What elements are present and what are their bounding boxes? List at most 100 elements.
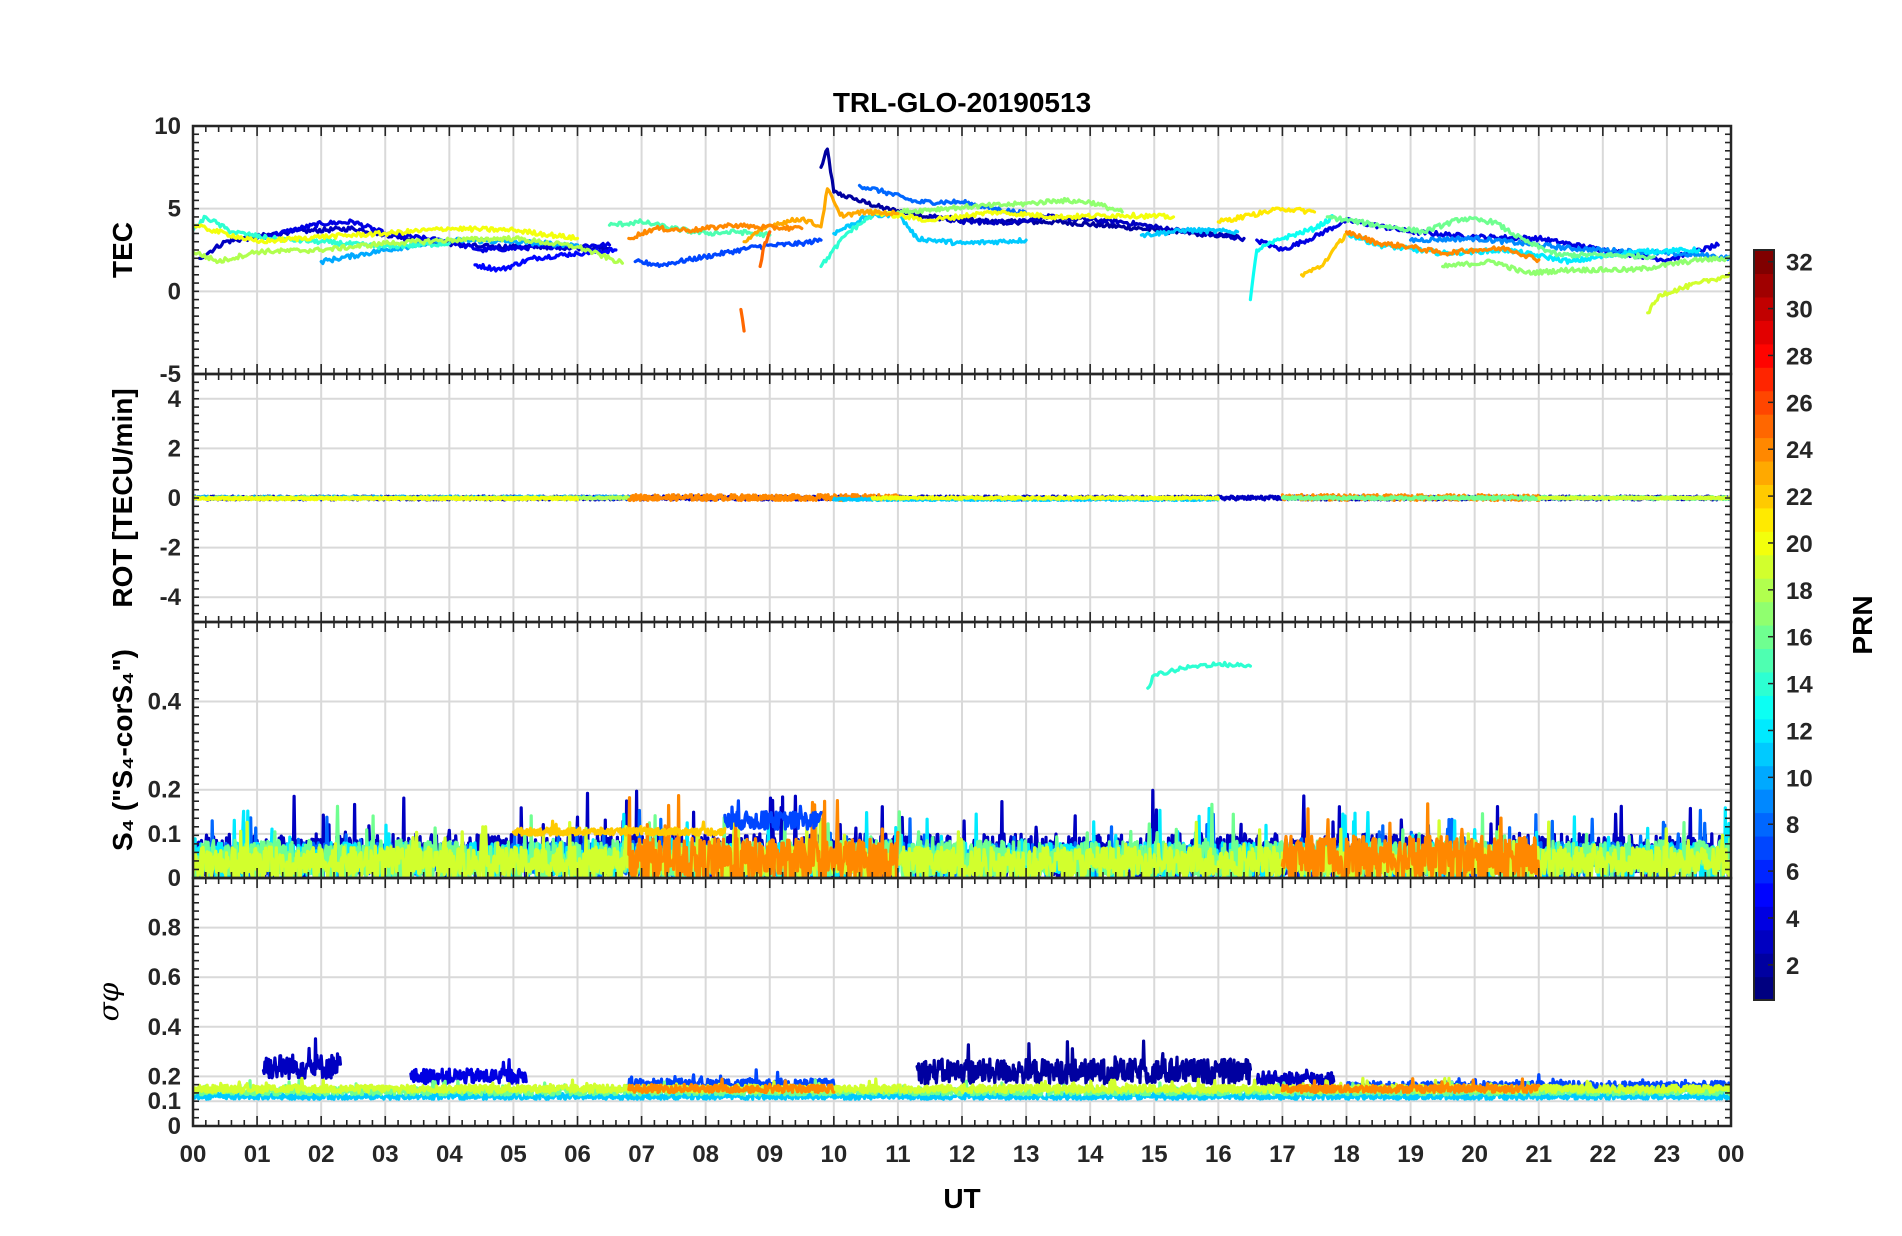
panel-tec: -5 0 5 10 TEC: [107, 113, 1733, 388]
x-tick-label: 00: [1718, 1141, 1745, 1168]
prn-14-trace: [819, 213, 874, 269]
colorbar-cell: [1754, 695, 1774, 720]
y-tick-label: 0.2: [148, 777, 181, 804]
colorbar-cell: [1754, 578, 1774, 603]
x-tick-label: 01: [244, 1141, 271, 1168]
x-tick-label: 22: [1589, 1141, 1616, 1168]
colorbar-cell: [1754, 718, 1774, 743]
prn-24-trace: [1280, 802, 1541, 878]
x-tick-label: 17: [1269, 1141, 1296, 1168]
y-tick-label: 0.2: [148, 1063, 181, 1090]
prn-24-trace: [627, 222, 804, 241]
y-tick-label: -4: [160, 584, 182, 611]
colorbar-cell: [1754, 648, 1774, 673]
y-tick-label: -5: [160, 361, 181, 388]
x-tick-label: 06: [564, 1141, 591, 1168]
y-tick-label: 0: [168, 865, 181, 892]
y-tick-label: 0: [168, 278, 181, 305]
colorbar-cell: [1754, 296, 1774, 321]
colorbar-tick-label: 4: [1786, 906, 1800, 933]
prn-7-trace: [633, 237, 823, 269]
colorbar-cell: [1754, 742, 1774, 767]
prn-24-trace: [1280, 1077, 1541, 1095]
colorbar-frame: [1753, 249, 1775, 1001]
prn-4-trace: [409, 1058, 528, 1086]
prn-24-trace: [627, 1077, 836, 1095]
prn-7-trace: [723, 799, 823, 831]
prn-7-trace: [1344, 1073, 1731, 1093]
y-tick-label: -2: [160, 535, 181, 562]
x-axis-label: UT: [943, 1183, 980, 1214]
chart-title: TRL-GLO-20190513: [833, 87, 1091, 118]
x-tick-label: 02: [308, 1141, 335, 1168]
y-axis-label-tec: TEC: [107, 222, 138, 278]
y-tick-label: 0: [168, 1113, 181, 1140]
prn-17-trace: [1441, 255, 1731, 277]
prn-16-trace: [1325, 214, 1656, 261]
prn-20-trace: [193, 495, 580, 502]
x-tick-label: 07: [628, 1141, 655, 1168]
prn-24-trace: [627, 493, 900, 503]
x-tick-label: 03: [372, 1141, 399, 1168]
prn-3-trace: [1255, 1068, 1336, 1088]
y-tick-label: 0.6: [148, 964, 181, 991]
colorbar-cell: [1754, 625, 1774, 650]
prn-24-trace: [627, 794, 900, 878]
colorbar-cell: [1754, 859, 1774, 884]
x-tick-label: 13: [1013, 1141, 1040, 1168]
prn-15-trace: [607, 218, 772, 239]
colorbar-cell: [1754, 906, 1774, 931]
prn-19-trace: [1537, 495, 1731, 501]
colorbar-cell: [1754, 460, 1774, 485]
colorbar-tick-label: 14: [1786, 672, 1813, 699]
prn-14-trace: [193, 214, 451, 250]
prn-14-trace: [1146, 660, 1252, 690]
prn-21-trace: [1216, 206, 1317, 224]
colorbar-tick-label: 30: [1786, 297, 1813, 324]
x-tick-label: 20: [1461, 1141, 1488, 1168]
colorbar-cell: [1754, 484, 1774, 509]
x-tick-label: 00: [180, 1141, 207, 1168]
panel-sigma: 00.10.2 0.4 0.6 0.8 σφ: [92, 876, 1733, 1140]
y-tick-label: 4: [168, 386, 182, 413]
prn-22-trace: [511, 819, 727, 837]
colorbar-tick-label: 22: [1786, 484, 1813, 511]
y-tick-label: 2: [168, 435, 181, 462]
panel-s4: 0 0.1 0.2 0.4 S₄ ("S₄-corS₄"): [107, 620, 1733, 892]
colorbar-cell: [1754, 671, 1774, 696]
colorbar-cell: [1754, 437, 1774, 462]
panel-rot: -4 -2 0 2 4 ROT [TECU/min]: [107, 372, 1733, 624]
plot-area-sigma: [193, 1037, 1731, 1101]
prn-2-trace: [915, 1039, 1252, 1086]
x-tick-label: 05: [500, 1141, 527, 1168]
colorbar-tick-label: 20: [1786, 531, 1813, 558]
prn-20-trace: [193, 223, 580, 245]
colorbar-tick-label: 28: [1786, 343, 1813, 370]
colorbar-cell: [1754, 953, 1774, 978]
colorbar-cell: [1754, 835, 1774, 860]
colorbar-cell: [1754, 812, 1774, 837]
prn-22-trace: [1300, 231, 1349, 278]
colorbar-tick-label: 26: [1786, 390, 1813, 417]
colorbar-cell: [1754, 343, 1774, 368]
prn-25-trace: [758, 230, 772, 269]
y-tick-label: 0: [168, 485, 181, 512]
prn-4-trace: [255, 218, 612, 254]
colorbar-cell: [1754, 367, 1774, 392]
colorbar-cell: [1754, 250, 1774, 275]
y-axis-label-rot: ROT [TECU/min]: [107, 388, 138, 607]
colorbar-tick-label: 8: [1786, 812, 1799, 839]
y-tick-label: 0.1: [148, 821, 181, 848]
prn-24-trace: [1344, 229, 1541, 264]
colorbar-tick-label: 16: [1786, 625, 1813, 652]
y-tick-label: 5: [168, 196, 181, 223]
x-tick-label: 08: [692, 1141, 719, 1168]
colorbar-tick-label: 12: [1786, 718, 1813, 745]
x-tick-label: 14: [1077, 1141, 1104, 1168]
x-tick-label: 15: [1141, 1141, 1168, 1168]
prn-5-trace: [473, 247, 618, 273]
x-tick-label: 23: [1654, 1141, 1681, 1168]
